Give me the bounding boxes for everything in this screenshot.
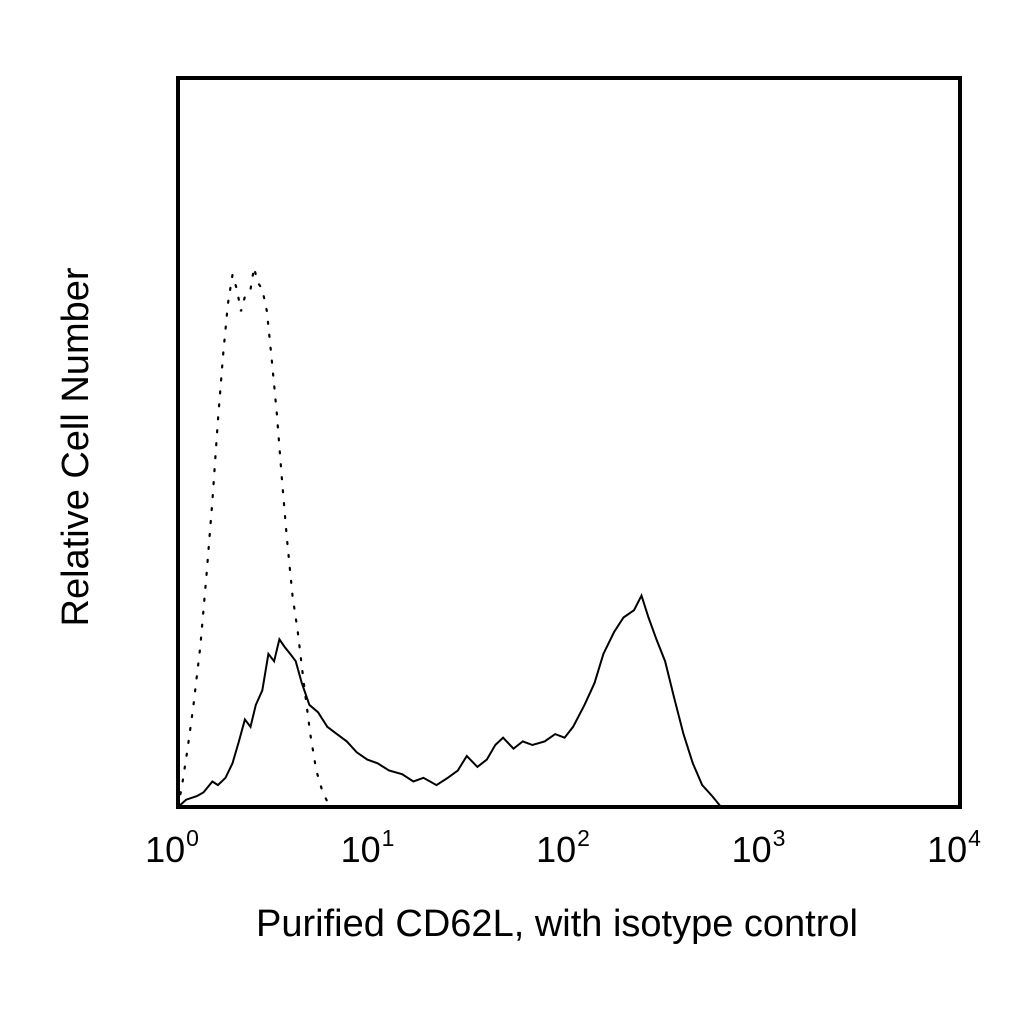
- plot-frame: [176, 76, 962, 809]
- series-layer: [176, 267, 722, 809]
- x-tick-labels: 100 101 102 103 104: [145, 825, 981, 870]
- x-axis-label: Purified CD62L, with isotype control: [256, 903, 858, 945]
- y-axis-label: Relative Cell Number: [55, 267, 97, 626]
- cd62l-histogram: [177, 592, 722, 808]
- x-tick-label: 104: [927, 825, 981, 870]
- isotype-control-histogram: [176, 267, 332, 809]
- x-tick-label: 100: [145, 825, 199, 870]
- x-tick-label: 101: [341, 825, 395, 870]
- x-tick-label: 102: [536, 825, 590, 870]
- x-tick-label: 103: [732, 825, 786, 870]
